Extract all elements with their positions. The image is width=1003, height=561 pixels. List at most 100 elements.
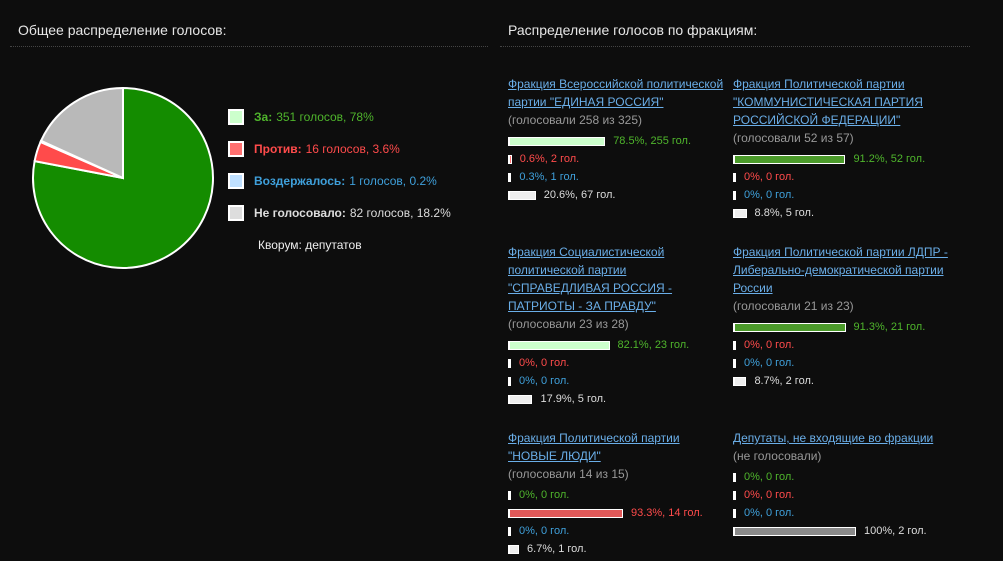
vote-bar xyxy=(733,340,736,350)
vote-row: 0%, 0 гол. xyxy=(508,354,730,372)
vote-label: 0%, 0 гол. xyxy=(744,471,795,483)
faction-name[interactable]: Фракция Политической партии "НОВЫЕ ЛЮДИ" xyxy=(508,431,680,463)
faction-name[interactable]: Фракция Политической партии "КОММУНИСТИЧ… xyxy=(733,77,923,127)
vote-bar xyxy=(733,508,736,518)
legend-item: Против: 16 голосов, 3.6% xyxy=(228,139,400,159)
vote-row: 91.2%, 52 гол. xyxy=(733,150,955,168)
faction-rows: 82.1%, 23 гол. 0%, 0 гол. 0%, 0 гол. 17.9%,… xyxy=(508,336,730,408)
legend-label: За: xyxy=(254,110,273,124)
section-title: Общее распределение голосов: xyxy=(10,22,488,47)
vote-row: 0%, 0 гол. xyxy=(733,468,955,486)
vote-row: 6.7%, 1 гол. xyxy=(508,540,730,558)
legend-value: 16 голосов, 3.6% xyxy=(305,142,400,156)
pie-chart xyxy=(32,86,214,269)
vote-label: 0%, 0 гол. xyxy=(519,375,570,387)
legend-item: За: 351 голосов, 78% xyxy=(228,107,374,127)
vote-row: 0%, 0 гол. xyxy=(733,336,955,354)
faction-rows: 91.3%, 21 гол. 0%, 0 гол. 0%, 0 гол. 8.7%, … xyxy=(733,318,955,390)
vote-label: 91.3%, 21 гол. xyxy=(853,321,926,333)
faction-subtitle: (голосовали 14 из 15) xyxy=(508,467,629,481)
vote-bar xyxy=(508,394,533,404)
faction-subtitle: (голосовали 23 из 28) xyxy=(508,317,629,331)
legend-item: Не голосовало: 82 голосов, 18.2% xyxy=(228,203,451,223)
vote-label: 0%, 0 гол. xyxy=(519,489,570,501)
vote-label: 78.5%, 255 гол. xyxy=(613,135,692,147)
faction: Фракция Политической партии "НОВЫЕ ЛЮДИ"… xyxy=(508,429,730,558)
vote-bar xyxy=(733,376,747,386)
vote-bar xyxy=(733,154,846,164)
legend-value: 1 голосов, 0.2% xyxy=(349,174,437,188)
vote-label: 0.6%, 2 гол. xyxy=(519,153,580,165)
vote-row: 0%, 0 гол. xyxy=(733,186,955,204)
faction-rows: 0%, 0 гол. 93.3%, 14 гол. 0%, 0 гол. 6.7%, … xyxy=(508,486,730,558)
vote-row: 0.6%, 2 гол. xyxy=(508,150,730,168)
vote-bar xyxy=(508,490,511,500)
legend-swatch xyxy=(228,141,244,157)
quorum: Кворум: депутатов xyxy=(258,238,362,252)
faction-subtitle: (голосовали 52 из 57) xyxy=(733,131,854,145)
vote-label: 93.3%, 14 гол. xyxy=(630,507,703,519)
vote-bar xyxy=(733,490,736,500)
vote-bar xyxy=(508,358,511,368)
legend-swatch xyxy=(228,109,244,125)
vote-label: 0%, 0 гол. xyxy=(519,357,570,369)
faction-name[interactable]: Депутаты, не входящие во фракции xyxy=(733,431,934,445)
section-title: Распределение голосов по фракциям: xyxy=(500,22,970,47)
vote-bar xyxy=(733,358,736,368)
vote-row: 0%, 0 гол. xyxy=(733,168,955,186)
vote-bar xyxy=(508,526,511,536)
vote-bar xyxy=(733,472,736,482)
vote-label: 0%, 0 гол. xyxy=(519,525,570,537)
legend-swatch xyxy=(228,205,244,221)
vote-label: 91.2%, 52 гол. xyxy=(853,153,926,165)
faction-rows: 0%, 0 гол. 0%, 0 гол. 0%, 0 гол. 100%, 2 го… xyxy=(733,468,955,540)
vote-bar xyxy=(508,376,511,386)
legend-value: 351 голосов, 78% xyxy=(276,110,374,124)
vote-label: 17.9%, 5 гол. xyxy=(540,393,607,405)
vote-bar xyxy=(508,154,512,164)
vote-row: 82.1%, 23 гол. xyxy=(508,336,730,354)
vote-row: 20.6%, 67 гол. xyxy=(508,186,730,204)
legend-item: Воздержалось: 1 голосов, 0.2% xyxy=(228,171,437,191)
vote-label: 8.8%, 5 гол. xyxy=(754,207,815,219)
vote-row: 17.9%, 5 гол. xyxy=(508,390,730,408)
faction-subtitle: (не голосовали) xyxy=(733,449,822,463)
vote-row: 0%, 0 гол. xyxy=(733,354,955,372)
vote-bar xyxy=(508,136,606,146)
faction-name[interactable]: Фракция Социалистической политической па… xyxy=(508,245,673,313)
faction-rows: 78.5%, 255 гол. 0.6%, 2 гол. 0.3%, 1 гол. 2… xyxy=(508,132,730,204)
vote-row: 0%, 0 гол. xyxy=(508,486,730,504)
vote-label: 20.6%, 67 гол. xyxy=(543,189,616,201)
vote-row: 93.3%, 14 гол. xyxy=(508,504,730,522)
legend-label: Не голосовало: xyxy=(254,206,346,220)
faction: Фракция Политической партии ЛДПР - Либер… xyxy=(733,243,955,390)
faction-name[interactable]: Фракция Политической партии ЛДПР - Либер… xyxy=(733,245,948,295)
vote-label: 82.1%, 23 гол. xyxy=(617,339,690,351)
faction-name[interactable]: Фракция Всероссийской политической парти… xyxy=(508,77,724,109)
vote-label: 0%, 0 гол. xyxy=(744,339,795,351)
legend-value: 82 голосов, 18.2% xyxy=(349,206,451,220)
faction: Фракция Всероссийской политической парти… xyxy=(508,75,730,204)
vote-label: 0%, 0 гол. xyxy=(744,507,795,519)
vote-row: 0.3%, 1 гол. xyxy=(508,168,730,186)
vote-row: 0%, 0 гол. xyxy=(733,486,955,504)
vote-bar xyxy=(733,322,846,332)
vote-row: 8.7%, 2 гол. xyxy=(733,372,955,390)
vote-bar xyxy=(508,172,512,182)
legend-swatch xyxy=(228,173,244,189)
vote-row: 0%, 0 гол. xyxy=(508,522,730,540)
vote-bar xyxy=(508,340,610,350)
vote-row: 0%, 0 гол. xyxy=(733,504,955,522)
faction-rows: 91.2%, 52 гол. 0%, 0 гол. 0%, 0 гол. 8.8%, … xyxy=(733,150,955,222)
vote-row: 78.5%, 255 гол. xyxy=(508,132,730,150)
vote-row: 91.3%, 21 гол. xyxy=(733,318,955,336)
vote-bar xyxy=(508,544,520,554)
vote-bar xyxy=(733,208,747,218)
vote-label: 100%, 2 гол. xyxy=(864,525,927,537)
vote-row: 0%, 0 гол. xyxy=(508,372,730,390)
vote-bar xyxy=(733,172,736,182)
legend-label: Воздержалось: xyxy=(254,174,346,188)
vote-label: 0%, 0 гол. xyxy=(744,189,795,201)
legend-label: Против: xyxy=(254,142,302,156)
